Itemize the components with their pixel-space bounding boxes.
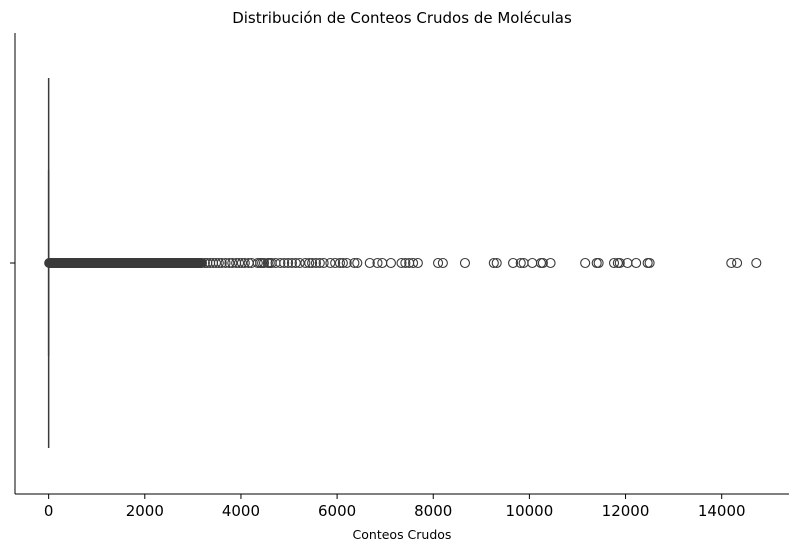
outlier-point	[385, 257, 396, 269]
outlier-point	[210, 257, 222, 269]
outlier-point	[337, 257, 348, 269]
outlier-point	[726, 257, 737, 269]
outlier-point	[488, 257, 499, 269]
outlier-point	[349, 257, 360, 269]
x-tick-label: 14000	[698, 502, 746, 520]
outlier-point	[290, 257, 301, 269]
x-tick-label: 6000	[318, 502, 356, 520]
outlier-point	[233, 257, 245, 269]
chart-title: Distribución de Conteos Crudos de Molécu…	[232, 9, 572, 27]
outlier-point	[286, 257, 297, 269]
outlier-point	[352, 257, 363, 269]
outlier-point	[213, 257, 224, 269]
outlier-point	[330, 257, 341, 269]
outlier-point	[252, 257, 263, 269]
x-tick-label: 4000	[222, 502, 260, 520]
outlier-point	[294, 257, 305, 269]
outlier-point	[239, 257, 250, 269]
outlier-point	[258, 257, 270, 269]
dense-outlier-band	[44, 258, 207, 268]
outlier-point	[227, 257, 238, 269]
outlier-point	[591, 257, 602, 269]
outlier-point	[527, 257, 538, 269]
outlier-point	[310, 257, 321, 269]
outlier-point	[372, 257, 383, 269]
outlier-point	[535, 257, 546, 269]
outlier-point	[580, 257, 591, 269]
outlier-point	[608, 257, 620, 269]
outlier-point	[545, 257, 556, 269]
outlier-point	[644, 257, 655, 269]
outlier-point	[408, 257, 419, 269]
outlier-point	[314, 257, 325, 269]
x-tick-label: 2000	[126, 502, 164, 520]
outlier-point	[224, 257, 235, 269]
outlier-point	[283, 257, 294, 269]
outlier-point	[614, 257, 625, 269]
outlier-point	[400, 257, 411, 269]
outlier-point	[491, 257, 502, 269]
outlier-point	[307, 257, 318, 269]
outlier-point	[732, 257, 743, 269]
outlier-point	[437, 257, 448, 269]
x-tick-label: 0	[44, 502, 54, 520]
outlier-point	[279, 257, 290, 269]
outlier-point	[300, 257, 311, 269]
x-tick-label: 12000	[602, 502, 650, 520]
outlier-point	[459, 257, 471, 269]
outlier-point	[334, 257, 346, 269]
outlier-point	[396, 257, 407, 269]
outlier-point	[325, 257, 336, 269]
outlier-point	[631, 257, 642, 269]
outlier-point	[304, 257, 315, 269]
outlier-point	[412, 257, 423, 269]
outlier-point	[751, 257, 762, 269]
outlier-point	[364, 257, 375, 269]
outlier-point	[515, 257, 526, 269]
outlier-point	[275, 257, 286, 269]
outlier-point	[341, 257, 352, 269]
outlier-point	[220, 257, 231, 269]
outlier-point	[508, 257, 519, 269]
outlier-point	[433, 257, 444, 269]
x-tick-label: 10000	[506, 502, 554, 520]
x-axis-label: Conteos Crudos	[353, 527, 452, 542]
outlier-point	[537, 257, 548, 269]
x-tick-label: 8000	[414, 502, 452, 520]
outlier-point	[236, 257, 247, 269]
outlier-point	[593, 257, 604, 269]
outlier-point	[199, 257, 210, 269]
outlier-point	[318, 257, 329, 269]
plot-area: 0 2000 4000 6000 8000 10000 12000 14000	[10, 33, 789, 520]
outlier-point	[642, 257, 653, 269]
outlier-point	[216, 257, 227, 269]
